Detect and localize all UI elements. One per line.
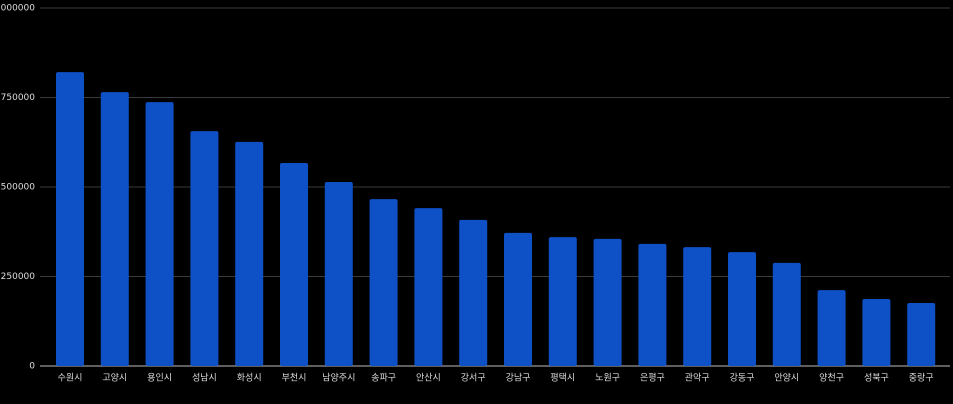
bar	[414, 208, 443, 366]
x-tick-label: 관악구	[685, 372, 710, 384]
bar	[504, 232, 532, 366]
x-tick-label: 평택시	[550, 373, 575, 384]
x-tick-label: 안양시	[774, 373, 799, 384]
bar	[817, 290, 846, 366]
x-tick-label: 고양시	[102, 373, 127, 384]
bar	[638, 243, 667, 366]
x-tick-label: 송파구	[371, 373, 396, 384]
bar	[235, 141, 264, 366]
x-tick-label: 수원시	[58, 373, 83, 384]
bar	[907, 302, 936, 366]
bar	[100, 92, 129, 366]
x-tick-label: 강동구	[730, 373, 755, 384]
x-tick-label: 노원구	[595, 373, 620, 384]
bar	[593, 238, 622, 366]
x-tick-label: 남양주시	[322, 373, 355, 384]
bar	[145, 102, 174, 367]
bar	[324, 181, 353, 366]
x-tick-label: 양천구	[819, 373, 844, 384]
y-tick-label: 750000	[1, 93, 36, 103]
bar	[548, 237, 577, 366]
x-tick-label: 은평구	[640, 373, 665, 384]
bar	[459, 219, 488, 366]
x-tick-label: 부천시	[282, 373, 307, 384]
x-tick-label: 안산시	[416, 373, 441, 384]
bar	[728, 252, 756, 366]
bar	[772, 262, 801, 366]
x-tick-label: 용인시	[147, 373, 172, 384]
bar	[280, 163, 308, 366]
bar	[862, 299, 891, 366]
y-tick-label: 1000000	[0, 4, 35, 14]
y-tick-label: 0	[29, 362, 35, 372]
bar	[56, 72, 84, 366]
x-tick-label: 중랑구	[909, 372, 934, 384]
y-tick-label: 500000	[1, 183, 36, 193]
bar	[190, 131, 219, 366]
x-tick-label: 성북구	[864, 373, 889, 384]
x-tick-label: 성남시	[192, 373, 217, 384]
x-tick-label: 화성시	[237, 373, 262, 384]
bar	[683, 247, 712, 366]
x-tick-label: 강남구	[506, 373, 531, 384]
bar	[369, 199, 398, 366]
x-tick-label: 강서구	[461, 373, 486, 384]
y-tick-label: 250000	[1, 272, 36, 282]
